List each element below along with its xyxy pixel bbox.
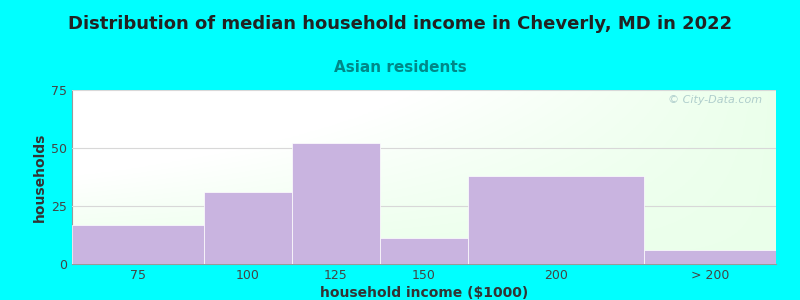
Bar	[72, 225, 204, 264]
X-axis label: household income ($1000): household income ($1000)	[320, 286, 528, 300]
Text: Distribution of median household income in Cheverly, MD in 2022: Distribution of median household income …	[68, 15, 732, 33]
Bar	[468, 176, 644, 264]
Text: © City-Data.com: © City-Data.com	[668, 95, 762, 105]
Bar	[292, 143, 380, 264]
Bar	[644, 250, 776, 264]
Bar	[204, 192, 292, 264]
Text: Asian residents: Asian residents	[334, 60, 466, 75]
Y-axis label: households: households	[33, 132, 47, 222]
Bar	[380, 238, 468, 264]
